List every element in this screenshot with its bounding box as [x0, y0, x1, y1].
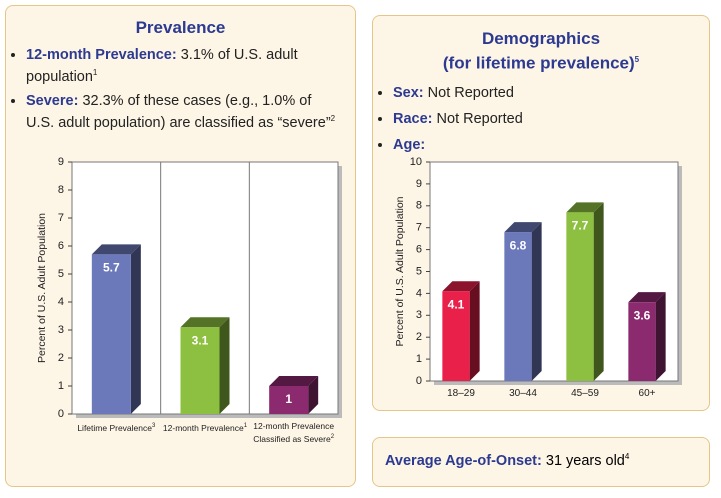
y-tick-label: 2: [416, 331, 422, 343]
bar-top: [504, 222, 542, 233]
x-tick-label: 45–59: [554, 388, 616, 399]
y-axis-label: Percent of U.S. Adult Population: [36, 213, 48, 363]
bar-top: [442, 281, 480, 292]
y-tick-label: 0: [416, 375, 422, 387]
subtitle: (for lifetime prevalence): [442, 53, 635, 73]
value-label: 3.6: [634, 308, 651, 322]
bullet-text: 3.1% of U.S. adult population: [26, 47, 298, 85]
x-tick-label: 12-month Prevalence1: [161, 421, 250, 434]
bullet: 12-month Prevalence: 3.1% of U.S. adult …: [26, 46, 341, 86]
footnote: 1: [92, 68, 98, 77]
bar-top: [180, 317, 230, 328]
bar-top: [566, 202, 604, 213]
panel-title: Demographics (for lifetime prevalence)5: [373, 28, 709, 74]
y-tick-label: 5: [58, 268, 64, 280]
bar-top: [91, 244, 141, 255]
y-tick-label: 6: [416, 244, 422, 256]
y-axis-label: Percent of U.S. Adult Population: [394, 196, 406, 346]
category-text: 12-month Prevalence: [162, 422, 244, 433]
y-tick-label: 1: [58, 380, 64, 392]
footnote: 3: [151, 423, 156, 429]
x-tick-label: 18–29: [430, 388, 492, 399]
y-tick-label: 3: [416, 309, 422, 321]
bar-side: [531, 222, 542, 381]
y-tick-label: 7: [416, 222, 422, 234]
x-tick-label: Lifetime Prevalence3: [72, 421, 161, 434]
value-label: 5.7: [103, 261, 120, 275]
y-tick-label: 1: [416, 353, 422, 365]
bullet-text: 32.3% of these cases (e.g., 1.0% of U.S.…: [26, 92, 331, 131]
footnote: 1: [243, 423, 248, 429]
value-label: 3.1: [192, 333, 209, 347]
value-label: 1: [285, 392, 292, 406]
title-text: Demographics: [481, 29, 601, 48]
y-tick-label: 9: [58, 156, 64, 168]
y-tick-label: 2: [58, 352, 64, 364]
bar: [269, 386, 309, 414]
category-text: Lifetime Prevalence: [77, 422, 152, 433]
value-label: 7.7: [572, 219, 589, 233]
bar: [628, 302, 656, 381]
x-tick-label: 60+: [616, 388, 678, 399]
footnote: 2: [330, 113, 336, 123]
y-tick-label: 8: [58, 184, 64, 196]
bullet-label: 12-month Prevalence:: [26, 47, 177, 63]
bullet: Sex: Not Reported: [393, 84, 709, 102]
bar: [566, 212, 594, 381]
onset-text: 31 years old: [545, 452, 625, 469]
y-tick-label: 9: [416, 178, 422, 190]
bar: [91, 254, 131, 414]
x-tick-label: 30–44: [492, 388, 554, 399]
y-tick-label: 10: [410, 156, 422, 168]
bullet-label: Severe:: [26, 92, 79, 109]
category-text: 30–44: [509, 388, 537, 399]
bullet-label: Race:: [393, 110, 433, 127]
value-label: 4.1: [448, 297, 465, 311]
bar-side: [308, 376, 319, 414]
y-tick-label: 8: [416, 200, 422, 212]
y-tick-label: 6: [58, 240, 64, 252]
y-tick-label: 7: [58, 212, 64, 224]
footnote: 5: [634, 55, 640, 64]
bar: [504, 232, 532, 381]
bullet-list: 12-month Prevalence: 3.1% of U.S. adult …: [6, 46, 341, 132]
bar-side: [130, 244, 141, 414]
footnote: 4: [624, 452, 630, 461]
bullet: Race: Not Reported: [393, 110, 709, 128]
bar-side: [655, 292, 666, 381]
onset-panel: Average Age-of-Onset: 31 years old4: [372, 437, 710, 487]
y-tick-label: 3: [58, 324, 64, 336]
y-tick-label: 4: [416, 287, 422, 299]
y-tick-label: 5: [416, 265, 422, 277]
category-text: 45–59: [571, 388, 599, 399]
bullet-text: Not Reported: [427, 84, 514, 101]
x-tick-label: 12-month Prevalence Classified as Severe…: [249, 421, 338, 445]
bullet: Age:: [393, 136, 709, 154]
value-label: 6.8: [510, 238, 527, 252]
bar-side: [593, 202, 604, 381]
bullet-list: Sex: Not Reported Race: Not Reported Age…: [373, 84, 709, 154]
bullet: Severe: 32.3% of these cases (e.g., 1.0%…: [26, 92, 341, 132]
category-text: 12-month Prevalence Classified as Severe: [253, 421, 335, 444]
bar: [180, 327, 220, 414]
bullet-label: Age:: [393, 136, 426, 153]
onset-label: Average Age-of-Onset:: [385, 452, 542, 469]
panel-title: Prevalence: [135, 18, 226, 37]
category-text: 60+: [638, 388, 656, 399]
bar-top: [628, 292, 666, 303]
y-tick-label: 4: [58, 296, 64, 308]
bullet-text: Not Reported: [436, 110, 523, 127]
category-text: 18–29: [447, 388, 475, 399]
bar-side: [469, 281, 480, 381]
bar-top: [269, 376, 319, 386]
bullet-label: Sex:: [393, 84, 424, 101]
bar-side: [219, 317, 230, 414]
y-tick-label: 0: [58, 408, 64, 420]
bar: [442, 291, 470, 381]
footnote: 2: [330, 434, 335, 440]
